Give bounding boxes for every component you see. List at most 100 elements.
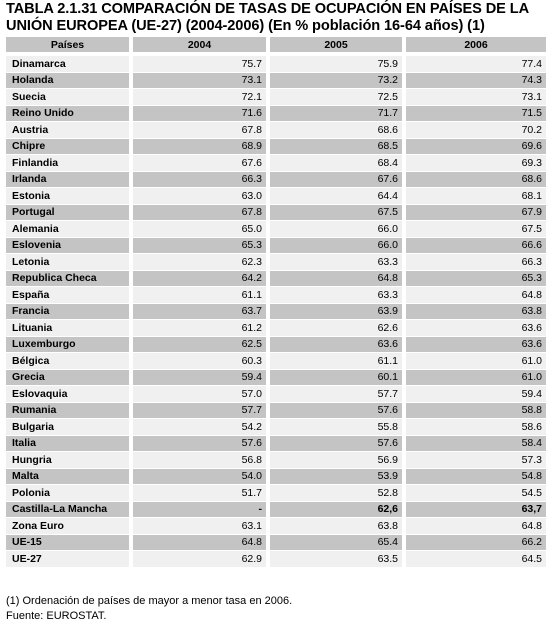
country-cell: Reino Unido [6, 105, 133, 122]
country-cell: UE-15 [6, 534, 133, 551]
country-cell: Francia [6, 303, 133, 320]
footnote: (1) Ordenación de países de mayor a meno… [6, 595, 293, 607]
value-2005-cell: 66.0 [268, 237, 406, 254]
table-row: Austria 67.8 68.6 70.2 [6, 121, 546, 139]
value-2004-cell: 64.8 [131, 534, 270, 551]
value-2005-cell: 67.5 [268, 204, 406, 221]
value-2004-cell: 62.3 [131, 253, 270, 271]
value-2005-cell: 55.8 [268, 418, 406, 436]
country-cell: UE-27 [6, 550, 133, 568]
value-2006-cell: 63,7 [404, 501, 546, 518]
value-2005-cell: 67.6 [268, 171, 406, 188]
value-2006-cell: 69.6 [404, 138, 546, 155]
value-2004-cell: 62.9 [131, 550, 270, 568]
table-row: Estonia 63.0 64.4 68.1 [6, 187, 546, 205]
value-2004-cell: 72.1 [131, 88, 270, 106]
value-2005-cell: 62,6 [268, 501, 406, 518]
value-2005-cell: 63.5 [268, 550, 406, 568]
table-row: Hungria 56.8 56.9 57.3 [6, 451, 546, 469]
value-2006-cell: 54.5 [404, 484, 546, 502]
country-cell: Alemania [6, 220, 133, 238]
country-cell: Castilla-La Mancha [6, 501, 133, 518]
value-2004-cell: 57.6 [131, 435, 270, 452]
table-row: Portugal 67.8 67.5 67.9 [6, 204, 546, 221]
value-2004-cell: 67.8 [131, 121, 270, 139]
value-2006-cell: 58.8 [404, 402, 546, 419]
source-note: Fuente: EUROSTAT. [6, 610, 107, 622]
table-row: Francia 63.7 63.9 63.8 [6, 303, 546, 320]
country-cell: Holanda [6, 72, 133, 89]
table-row: Suecia 72.1 72.5 73.1 [6, 88, 546, 106]
country-cell: Austria [6, 121, 133, 139]
value-2004-cell: 51.7 [131, 484, 270, 502]
value-2006-cell: 64.5 [404, 550, 546, 568]
value-2004-cell: 57.0 [131, 385, 270, 403]
country-cell: Grecia [6, 369, 133, 386]
value-2005-cell: 68.5 [268, 138, 406, 155]
value-2005-cell: 61.1 [268, 352, 406, 370]
value-2006-cell: 61.0 [404, 369, 546, 386]
table-row: Alemania 65.0 66.0 67.5 [6, 220, 546, 238]
value-2006-cell: 68.6 [404, 171, 546, 188]
value-2004-cell: 54.0 [131, 468, 270, 485]
table-row: Letonia 62.3 63.3 66.3 [6, 253, 546, 271]
value-2004-cell: 60.3 [131, 352, 270, 370]
table-row: Bulgaria 54.2 55.8 58.6 [6, 418, 546, 436]
value-2004-cell: 75.7 [131, 54, 270, 73]
value-2004-cell: 66.3 [131, 171, 270, 188]
value-2005-cell: 68.4 [268, 154, 406, 172]
country-cell: Finlandia [6, 154, 133, 172]
country-cell: España [6, 286, 133, 304]
value-2006-cell: 58.6 [404, 418, 546, 436]
value-2005-cell: 57.6 [268, 402, 406, 419]
value-2005-cell: 63.3 [268, 286, 406, 304]
value-2004-cell: 67.6 [131, 154, 270, 172]
table-row: Lituania 61.2 62.6 63.6 [6, 319, 546, 337]
country-cell: Hungria [6, 451, 133, 469]
header-2004: 2004 [131, 37, 270, 56]
table-row: Holanda 73.1 73.2 74.3 [6, 72, 546, 89]
value-2004-cell: 65.0 [131, 220, 270, 238]
header-2006: 2006 [404, 37, 546, 56]
value-2006-cell: 64.8 [404, 517, 546, 535]
value-2006-cell: 67.5 [404, 220, 546, 238]
value-2004-cell: 63.0 [131, 187, 270, 205]
country-cell: Portugal [6, 204, 133, 221]
value-2006-cell: 73.1 [404, 88, 546, 106]
table-row: Irlanda 66.3 67.6 68.6 [6, 171, 546, 188]
country-cell: Eslovaquia [6, 385, 133, 403]
value-2004-cell: 73.1 [131, 72, 270, 89]
value-2005-cell: 75.9 [268, 54, 406, 73]
title-line-2: UNIÓN EUROPEA (UE-27) (2004-2006) (En % … [6, 18, 485, 34]
value-2006-cell: 69.3 [404, 154, 546, 172]
value-2005-cell: 64.8 [268, 270, 406, 287]
country-cell: Luxemburgo [6, 336, 133, 353]
value-2006-cell: 77.4 [404, 54, 546, 73]
header-2005: 2005 [268, 37, 406, 56]
value-2006-cell: 68.1 [404, 187, 546, 205]
value-2006-cell: 74.3 [404, 72, 546, 89]
employment-rate-table: Países 2004 2005 2006 Dinamarca 75.7 75.9 7… [6, 37, 546, 568]
value-2005-cell: 63.3 [268, 253, 406, 271]
country-cell: Republica Checa [6, 270, 133, 287]
country-cell: Italia [6, 435, 133, 452]
country-cell: Bélgica [6, 352, 133, 370]
country-cell: Lituania [6, 319, 133, 337]
table-row: Bélgica 60.3 61.1 61.0 [6, 352, 546, 370]
country-cell: Rumania [6, 402, 133, 419]
value-2004-cell: 56.8 [131, 451, 270, 469]
value-2004-cell: 61.1 [131, 286, 270, 304]
country-cell: Dinamarca [6, 54, 133, 73]
value-2006-cell: 66.3 [404, 253, 546, 271]
table-row: Eslovenia 65.3 66.0 66.6 [6, 237, 546, 254]
value-2005-cell: 71.7 [268, 105, 406, 122]
table-row: España 61.1 63.3 64.8 [6, 286, 546, 304]
value-2005-cell: 53.9 [268, 468, 406, 485]
table-row: UE-27 62.9 63.5 64.5 [6, 550, 546, 568]
table-row: Luxemburgo 62.5 63.6 63.6 [6, 336, 546, 353]
value-2004-cell: 63.1 [131, 517, 270, 535]
country-cell: Malta [6, 468, 133, 485]
value-2005-cell: 63.9 [268, 303, 406, 320]
value-2006-cell: 63.8 [404, 303, 546, 320]
table-row: Eslovaquia 57.0 57.7 59.4 [6, 385, 546, 403]
